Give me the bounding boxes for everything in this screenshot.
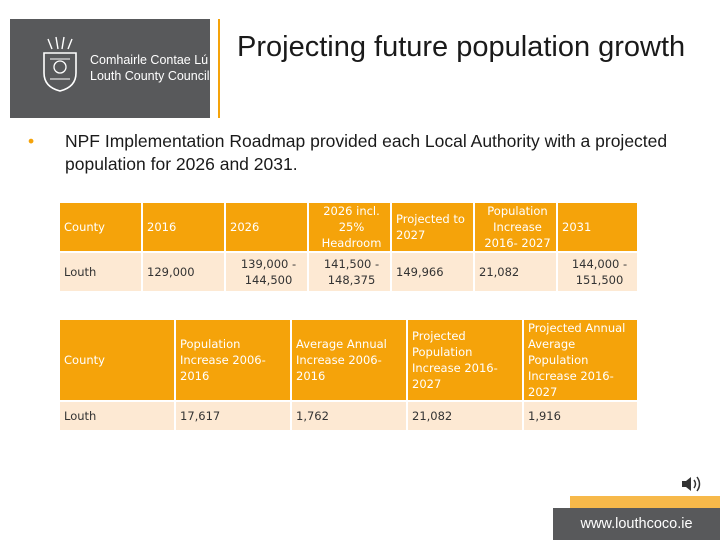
table-row: Louth 129,000 139,000 - 144,500 141,500 … xyxy=(60,253,637,293)
table-header-cell: County xyxy=(60,320,176,402)
table-cell: 141,500 - 148,375 xyxy=(309,253,392,293)
table-header-cell: 2016 xyxy=(143,203,226,253)
speaker-icon[interactable] xyxy=(680,474,704,494)
table-header-cell: Projected to 2027 xyxy=(392,203,475,253)
table-header-cell: 2026 incl. 25% Headroom xyxy=(309,203,392,253)
projection-table: County 2016 2026 2026 incl. 25% Headroom… xyxy=(60,203,637,293)
table-cell: 149,966 xyxy=(392,253,475,293)
bullet-dot-icon: • xyxy=(28,131,35,151)
table-cell: 21,082 xyxy=(475,253,558,293)
table-cell: 139,000 - 144,500 xyxy=(226,253,309,293)
table-header-row: County Population Increase 2006-2016 Ave… xyxy=(60,320,637,402)
table-cell: 144,000 - 151,500 xyxy=(558,253,637,293)
header-divider xyxy=(218,19,220,118)
council-name-irish: Comhairle Contae Lú xyxy=(90,53,209,67)
table-cell: 17,617 xyxy=(176,402,292,432)
table-header-row: County 2016 2026 2026 incl. 25% Headroom… xyxy=(60,203,637,253)
table-header-cell: Projected Population Increase 2016-2027 xyxy=(408,320,524,402)
council-name-english: Louth County Council xyxy=(90,69,210,83)
council-name: Comhairle Contae Lú Louth County Council xyxy=(90,52,210,84)
bullet-text: NPF Implementation Roadmap provided each… xyxy=(65,131,668,174)
table-header-cell: 2031 xyxy=(558,203,637,253)
table-cell: 1,916 xyxy=(524,402,637,432)
footer-url[interactable]: www.louthcoco.ie xyxy=(553,508,720,540)
table-header-cell: Population Increase 2016- 2027 xyxy=(475,203,558,253)
table-cell: 129,000 xyxy=(143,253,226,293)
table-cell: 1,762 xyxy=(292,402,408,432)
council-logo: Comhairle Contae Lú Louth County Council xyxy=(10,19,210,118)
table-row: Louth 17,617 1,762 21,082 1,916 xyxy=(60,402,637,432)
table-cell: Louth xyxy=(60,402,176,432)
table-cell: Louth xyxy=(60,253,143,293)
table-header-cell: County xyxy=(60,203,143,253)
footer-accent-strip xyxy=(570,496,720,510)
table-cell: 21,082 xyxy=(408,402,524,432)
table-header-cell: 2026 xyxy=(226,203,309,253)
table-header-cell: Average Annual Increase 2006-2016 xyxy=(292,320,408,402)
council-crest-icon xyxy=(43,36,77,92)
table-header-cell: Projected Annual Average Population Incr… xyxy=(524,320,637,402)
table-header-cell: Population Increase 2006-2016 xyxy=(176,320,292,402)
increase-table: County Population Increase 2006-2016 Ave… xyxy=(60,320,637,432)
page-title: Projecting future population growth xyxy=(237,31,686,63)
